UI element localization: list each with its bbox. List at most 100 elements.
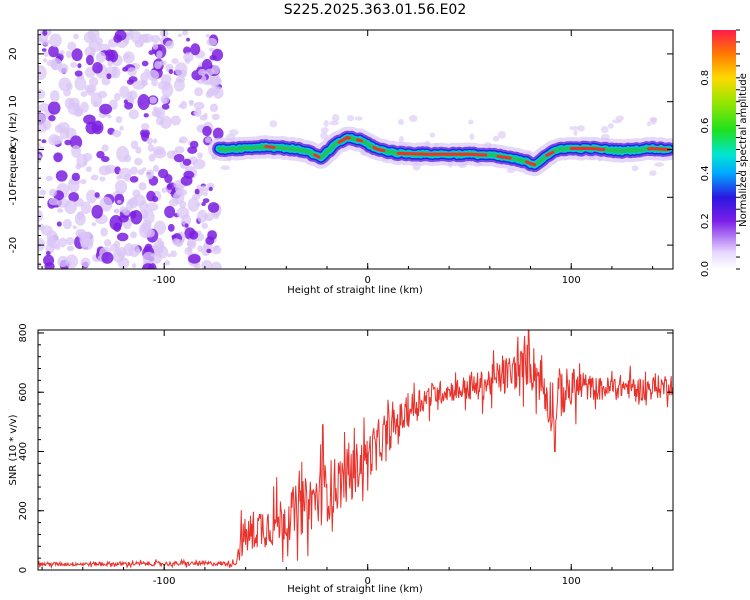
colorbar-tick-label: 0.4 [700,165,711,181]
ridge-core-segment [569,147,606,151]
noise-blob [147,69,160,82]
spectrogram-x-label: Height of straight line (km) [287,285,423,296]
noise-blob [135,248,141,255]
page-title: S225.2025.363.01.56.E02 [283,2,467,18]
noise-blob [429,132,436,138]
noise-blob [64,200,77,215]
noise-blob [70,61,78,68]
noise-blob [197,152,203,159]
noise-blob [38,262,42,268]
noise-blob [119,206,128,213]
noise-blob [99,196,113,212]
x-tick-label: 0 [365,576,371,587]
noise-blob [53,152,63,163]
noise-blob [38,89,46,100]
noise-blob [39,189,47,196]
noise-blob [147,173,153,180]
noise-blob [68,191,79,202]
noise-blob [137,93,150,110]
noise-blob [119,85,130,99]
noise-blob [208,186,213,192]
noise-blob [80,201,92,214]
noise-blob [41,39,51,46]
noise-blob [469,133,475,140]
noise-blob [116,232,129,242]
noise-blob [398,135,404,144]
noise-blob [73,108,83,117]
noise-blob [101,155,110,163]
noise-blob [73,33,79,40]
noise-blob [49,33,62,48]
noise-blob [184,57,191,64]
noise-blob [210,261,222,269]
noise-blob [188,253,201,264]
noise-blob [83,152,92,162]
noise-blob [209,78,221,87]
noise-blob [497,130,506,139]
noise-blob [74,76,87,91]
noise-blob [84,84,97,93]
noise-blob [113,34,123,43]
noise-blob [204,137,212,144]
noise-blob [38,142,41,147]
noise-blob [99,103,113,115]
noise-blob [117,257,130,269]
noise-blob [66,82,73,91]
noise-blob [182,158,192,166]
noise-blob [112,66,118,71]
noise-blob [107,60,113,67]
noise-blob [140,123,150,131]
noise-blob [41,48,47,52]
noise-blob [96,150,105,159]
noise-blob [48,198,59,206]
noise-blob [177,33,182,38]
noise-blob [127,91,133,99]
noise-blob [62,218,72,230]
noise-blob [209,103,219,113]
noise-blob [323,119,329,128]
noise-blob [201,244,211,257]
ridge-core-segment [525,160,537,167]
noise-blob [201,259,213,269]
noise-blob [71,145,82,158]
noise-blob [153,220,166,235]
noise-blob [206,248,212,254]
ridge-core-segment [647,146,671,151]
noise-blob [116,175,122,180]
noise-blob [48,45,59,58]
noise-blob [87,30,100,42]
noise-blob [65,50,73,59]
noise-blob [142,263,155,269]
noise-blob [91,204,103,219]
ridge-core-segment [372,145,386,153]
noise-blob [186,237,197,250]
colorbar-tick-label: 0.2 [700,213,711,229]
noise-blob [175,75,186,83]
noise-blob [649,116,658,123]
noise-blob [167,183,173,191]
noise-blob [127,67,137,77]
noise-blob [131,263,137,269]
noise-blob [142,251,155,265]
noise-blob [189,230,199,240]
noise-blob [196,184,201,189]
x-tick-label: 100 [562,576,581,587]
colorbar: 0.0 0.2 0.4 0.6 0.8 Normalized spectral ampl… [700,29,749,277]
noise-blob [156,50,163,59]
noise-blob [320,131,328,140]
noise-blob [140,72,149,84]
noise-blob [38,113,46,126]
noise-blob [95,51,107,63]
noise-blob [119,125,124,131]
noise-blob [569,126,580,131]
noise-blob [164,174,173,184]
noise-blob [201,201,206,207]
noise-blob [80,91,88,97]
noise-blob [207,202,220,213]
noise-blob [164,260,171,266]
noise-blob [206,88,215,97]
noise-blob [128,109,139,120]
noise-blob [184,223,189,228]
